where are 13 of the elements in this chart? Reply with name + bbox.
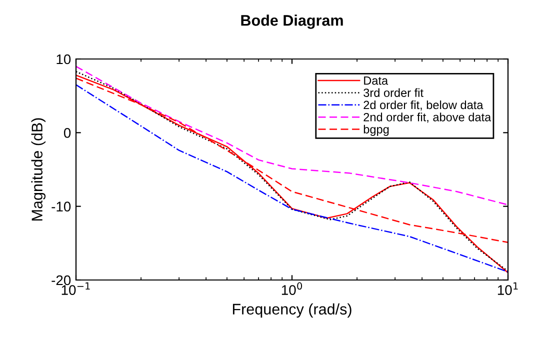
- chart-title: Bode Diagram: [241, 14, 343, 29]
- x-tick-label: 10$^{0}$: [282, 282, 302, 295]
- y-tick-label: 10: [56, 54, 71, 64]
- legend-label: Data: [364, 76, 388, 85]
- x-tick-label: 10$^{1}$: [498, 282, 518, 295]
- y-axis-title: Magnitude (dB): [31, 118, 46, 220]
- legend-label: 2d order fit, below data: [364, 100, 484, 111]
- legend-label: bgpg: [364, 124, 389, 136]
- y-tick-label: 0: [64, 128, 71, 138]
- legend-label: 2nd order fit, above data: [364, 112, 492, 123]
- legend-label: 3rd order fit: [364, 88, 424, 97]
- x-axis-title: Frequency (rad/s): [232, 303, 352, 318]
- y-tick-label: -10: [52, 202, 71, 212]
